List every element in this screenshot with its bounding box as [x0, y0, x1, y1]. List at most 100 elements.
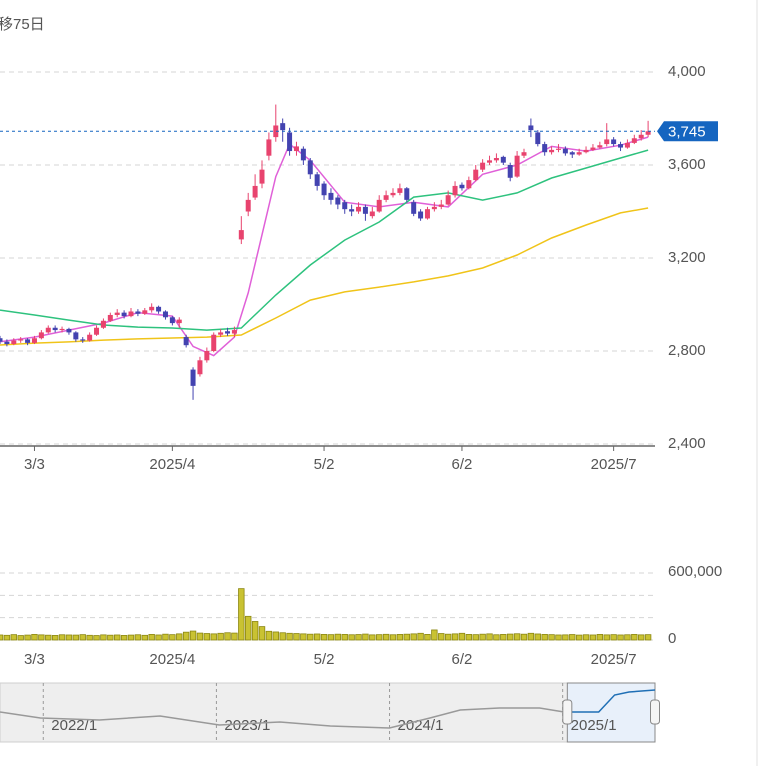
volume-bar [507, 633, 514, 641]
candle-body [411, 202, 417, 214]
volume-bar [486, 633, 493, 641]
volume-bar [176, 633, 183, 641]
candle-body [349, 209, 355, 212]
volume-bar [369, 634, 376, 641]
volume-bar [451, 633, 459, 641]
volume-bar [313, 633, 321, 641]
volume-bar [520, 633, 528, 641]
candle-body [445, 195, 451, 205]
volume-bar [265, 630, 273, 641]
candle-body [25, 339, 31, 343]
candle-body [238, 230, 244, 240]
navigator-line [571, 689, 656, 713]
x-tick-label: 2025/7 [591, 456, 637, 473]
candle-body [549, 149, 555, 153]
x-tick-label: 5/2 [314, 651, 335, 668]
x-tick-label: 6/2 [452, 456, 473, 473]
volume-bar [51, 635, 59, 641]
candle-body [459, 184, 465, 189]
candle-body [618, 144, 624, 148]
volume-bar [203, 633, 211, 641]
volume-bar [582, 634, 590, 641]
candle-body [590, 147, 596, 150]
volume-bar [644, 634, 652, 641]
candle-body [397, 188, 403, 193]
candle-body [631, 138, 637, 143]
volume-bar [548, 634, 555, 641]
volume-bar [638, 634, 645, 641]
candle-body [59, 328, 65, 331]
volume-bar [376, 634, 383, 641]
volume-bar [3, 634, 11, 641]
volume-bar [444, 633, 452, 641]
volume-bar [575, 634, 583, 641]
volume-bar [258, 626, 266, 641]
navigator-tick-label: 2025/1 [571, 717, 617, 734]
volume-bar [458, 632, 466, 641]
candle-body [528, 125, 534, 131]
volume-bar [624, 634, 631, 641]
volume-bar [500, 634, 507, 641]
volume-bar [120, 635, 128, 641]
volume-bar [93, 635, 100, 641]
volume-bar [493, 634, 500, 641]
moving-average [0, 136, 649, 357]
candle-body [369, 211, 375, 217]
volume-bar [300, 633, 307, 641]
volume-bar [238, 588, 245, 641]
volume-bar [610, 634, 617, 641]
candle-body [473, 169, 479, 181]
volume-bar [596, 634, 604, 641]
y-tick-label: 2,800 [668, 342, 706, 359]
volume-bar [465, 634, 473, 641]
candle-body [597, 145, 603, 148]
volume-bar [224, 632, 231, 641]
candle-body [149, 306, 155, 311]
volume-bar [617, 634, 624, 641]
candle-body [611, 139, 617, 145]
candle-body [80, 339, 86, 341]
volume-bar [513, 633, 521, 641]
candle-body [356, 206, 362, 212]
navigator-line [0, 707, 565, 729]
candle-body [45, 327, 51, 333]
volume-bar [327, 634, 335, 641]
candle-body [190, 369, 196, 386]
volume-bar [355, 634, 362, 641]
x-tick-label: 5/2 [314, 456, 335, 473]
volume-bar [410, 633, 417, 641]
x-tick-label: 3/3 [24, 456, 45, 473]
candle-body [287, 132, 293, 152]
candle-body [383, 195, 389, 200]
moving-average [0, 149, 649, 331]
volume-bar [403, 633, 410, 641]
candle-body [314, 174, 320, 186]
navigator-handle[interactable] [650, 699, 660, 725]
navigator-handle[interactable] [562, 699, 573, 725]
y-tick-label: 600,000 [668, 563, 722, 580]
candle-body [176, 319, 182, 324]
volume-bar [182, 631, 190, 641]
candle-body [52, 327, 58, 331]
candle-body [87, 334, 93, 341]
volume-bar [603, 634, 610, 641]
volume-bar [127, 634, 135, 641]
volume-bar [382, 633, 390, 641]
candle-body [376, 199, 382, 212]
candle-body [362, 206, 368, 214]
candle-body [162, 311, 168, 318]
candle-body [535, 132, 541, 145]
candle-body [493, 158, 499, 161]
volume-bar [472, 634, 479, 641]
volume-bar [251, 621, 259, 641]
y-tick-label: 3,200 [668, 249, 706, 266]
y-tick-label: 2,400 [668, 435, 706, 452]
candle-body [38, 332, 44, 339]
candle-body [183, 337, 189, 346]
volume-bar [210, 633, 217, 641]
volume-bar [38, 634, 45, 641]
volume-bar [134, 634, 142, 641]
candle-body [431, 206, 437, 210]
volume-bar [217, 632, 224, 641]
volume-bar [86, 634, 93, 641]
